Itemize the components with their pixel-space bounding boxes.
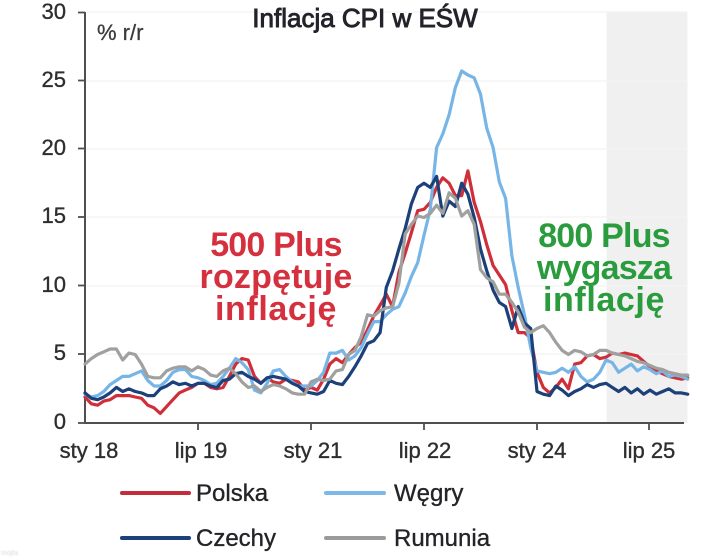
svg-text:Czechy: Czechy	[196, 525, 276, 552]
svg-text:30: 30	[42, 0, 66, 24]
svg-text:lip 22: lip 22	[399, 438, 452, 463]
svg-text:Polska: Polska	[196, 480, 269, 507]
svg-text:sty 24: sty 24	[508, 438, 567, 463]
svg-text:5: 5	[54, 340, 66, 365]
svg-text:15: 15	[42, 203, 66, 228]
svg-text:Węgry: Węgry	[394, 480, 463, 507]
svg-text:25: 25	[42, 67, 66, 92]
svg-text:10: 10	[42, 272, 66, 297]
svg-text:500 Plus: 500 Plus	[210, 226, 342, 264]
svg-text:0: 0	[54, 409, 66, 434]
svg-text:lip 25: lip 25	[623, 438, 676, 463]
svg-text:20: 20	[42, 135, 66, 160]
svg-text:inflację: inflację	[543, 281, 665, 319]
svg-text:lip 19: lip 19	[175, 438, 228, 463]
svg-text:% r/r: % r/r	[97, 20, 143, 45]
svg-text:inflację: inflację	[215, 290, 337, 328]
svg-text:Rumunia: Rumunia	[394, 525, 491, 552]
svg-text:sty 21: sty 21	[284, 438, 343, 463]
svg-text:rozpętuje: rozpętuje	[200, 258, 353, 296]
svg-text:Inflacja CPI w EŚW: Inflacja CPI w EŚW	[252, 3, 478, 33]
svg-text:wygasza: wygasza	[536, 249, 673, 287]
svg-text:800 Plus: 800 Plus	[538, 217, 670, 255]
svg-text:sty 18: sty 18	[60, 438, 119, 463]
